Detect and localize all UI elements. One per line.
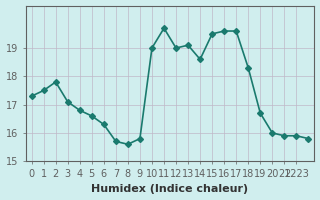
X-axis label: Humidex (Indice chaleur): Humidex (Indice chaleur) — [92, 184, 249, 194]
